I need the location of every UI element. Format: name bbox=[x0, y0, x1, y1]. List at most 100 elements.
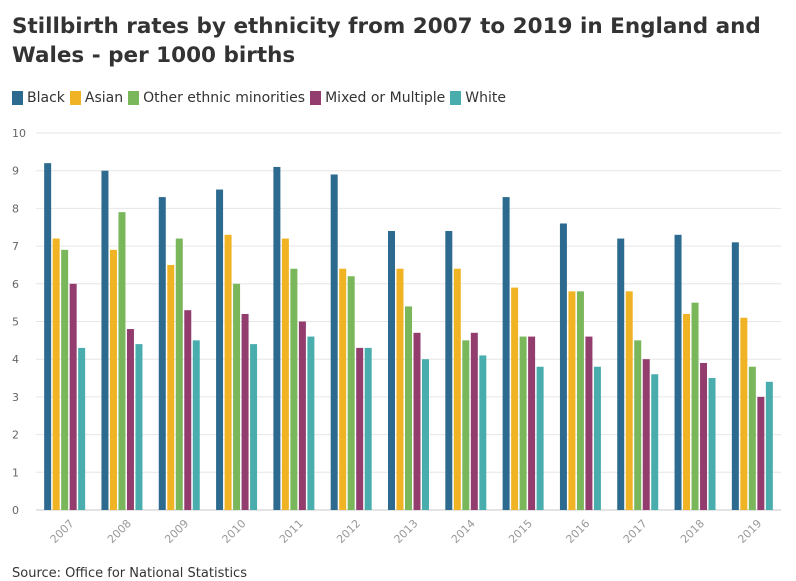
bar bbox=[118, 212, 126, 511]
legend-swatch bbox=[310, 91, 322, 105]
legend-label: White bbox=[465, 90, 506, 106]
bar bbox=[388, 231, 395, 510]
x-tick-label: 2013 bbox=[392, 517, 421, 546]
y-tick-label: 6 bbox=[12, 278, 19, 291]
bar bbox=[69, 283, 77, 510]
bar bbox=[224, 234, 232, 511]
bar bbox=[683, 313, 691, 510]
x-tick-label: 2018 bbox=[678, 517, 707, 546]
bar bbox=[519, 336, 527, 510]
x-tick-label: 2011 bbox=[277, 517, 306, 546]
bar bbox=[167, 264, 175, 510]
x-tick-label: 2017 bbox=[621, 517, 650, 546]
legend-swatch bbox=[12, 91, 23, 105]
bar bbox=[700, 362, 708, 510]
bar bbox=[61, 249, 69, 510]
bar bbox=[502, 197, 510, 510]
bar bbox=[576, 291, 584, 510]
bar bbox=[674, 234, 682, 511]
bar bbox=[470, 332, 478, 510]
y-tick-label: 3 bbox=[12, 391, 19, 404]
y-tick-label: 7 bbox=[12, 240, 19, 253]
bar bbox=[731, 242, 739, 510]
legend-item[interactable]: Black bbox=[12, 90, 65, 106]
bar bbox=[158, 197, 166, 510]
bar bbox=[216, 189, 224, 511]
bar bbox=[290, 268, 298, 510]
source-note: Source: Office for National Statistics bbox=[12, 566, 247, 581]
legend-swatch bbox=[450, 91, 462, 105]
y-tick-label: 10 bbox=[12, 127, 26, 140]
legend-item[interactable]: Other ethnic minorities bbox=[128, 90, 305, 106]
bar bbox=[445, 231, 453, 510]
bar bbox=[109, 249, 117, 510]
x-tick-label: 2007 bbox=[48, 517, 77, 546]
y-tick-label: 0 bbox=[12, 504, 19, 517]
legend-label: Mixed or Multiple bbox=[325, 90, 446, 106]
x-tick-label: 2009 bbox=[162, 517, 191, 546]
y-tick-label: 8 bbox=[12, 202, 19, 215]
bar bbox=[593, 366, 601, 510]
y-tick-label: 5 bbox=[12, 316, 19, 329]
chart-title: Stillbirth rates by ethnicity from 2007 … bbox=[12, 14, 761, 68]
bar bbox=[568, 291, 576, 510]
legend-label: Asian bbox=[84, 90, 124, 106]
bar bbox=[298, 321, 306, 510]
legend-label: Black bbox=[27, 90, 65, 106]
bar bbox=[241, 313, 249, 510]
bar bbox=[708, 378, 716, 510]
y-tick-label: 9 bbox=[12, 165, 19, 178]
bar bbox=[511, 287, 519, 510]
bar bbox=[617, 238, 625, 510]
bar bbox=[462, 340, 470, 510]
x-tick-label: 2012 bbox=[334, 517, 363, 546]
bar bbox=[536, 366, 544, 510]
legend-item[interactable]: Mixed or Multiple bbox=[310, 90, 445, 106]
bar bbox=[364, 347, 372, 510]
x-tick-label: 2014 bbox=[449, 517, 478, 546]
x-tick-label: 2016 bbox=[563, 517, 592, 546]
bar bbox=[44, 163, 52, 510]
bar bbox=[233, 283, 241, 510]
bar bbox=[740, 317, 748, 510]
bar bbox=[748, 366, 756, 510]
bar bbox=[192, 340, 200, 510]
bar bbox=[101, 170, 109, 510]
bar bbox=[281, 238, 289, 510]
legend-label: Other ethnic minorities bbox=[143, 90, 306, 106]
bar bbox=[184, 310, 192, 510]
legend: Black Asian Other ethnic minorities Mixed o… bbox=[12, 90, 511, 106]
bar bbox=[585, 336, 593, 510]
y-tick-label: 4 bbox=[12, 353, 19, 366]
y-tick-label: 1 bbox=[12, 466, 19, 479]
legend-swatch bbox=[128, 91, 140, 105]
bar bbox=[528, 336, 536, 510]
bar bbox=[339, 268, 347, 510]
x-tick-label: 2008 bbox=[105, 517, 134, 546]
bar bbox=[453, 268, 461, 510]
bar bbox=[356, 347, 364, 510]
bar bbox=[347, 276, 355, 510]
bar bbox=[273, 166, 281, 510]
bar bbox=[642, 359, 650, 510]
bar bbox=[175, 238, 183, 510]
bar bbox=[422, 359, 429, 510]
bar bbox=[307, 336, 315, 510]
x-tick-label: 2010 bbox=[220, 517, 249, 546]
bar bbox=[625, 291, 633, 510]
bar bbox=[330, 174, 338, 510]
bar bbox=[651, 374, 659, 510]
bar bbox=[78, 347, 86, 510]
legend-item[interactable]: Asian bbox=[69, 90, 124, 106]
x-tick-label: 2015 bbox=[506, 517, 535, 546]
bar bbox=[405, 306, 412, 510]
x-tick-label: 2019 bbox=[735, 517, 764, 546]
bar bbox=[691, 302, 699, 510]
bar bbox=[413, 332, 421, 510]
bar bbox=[250, 344, 258, 510]
legend-item[interactable]: White bbox=[450, 90, 506, 106]
bar bbox=[765, 381, 773, 510]
bar bbox=[559, 223, 567, 511]
bar bbox=[126, 329, 134, 510]
